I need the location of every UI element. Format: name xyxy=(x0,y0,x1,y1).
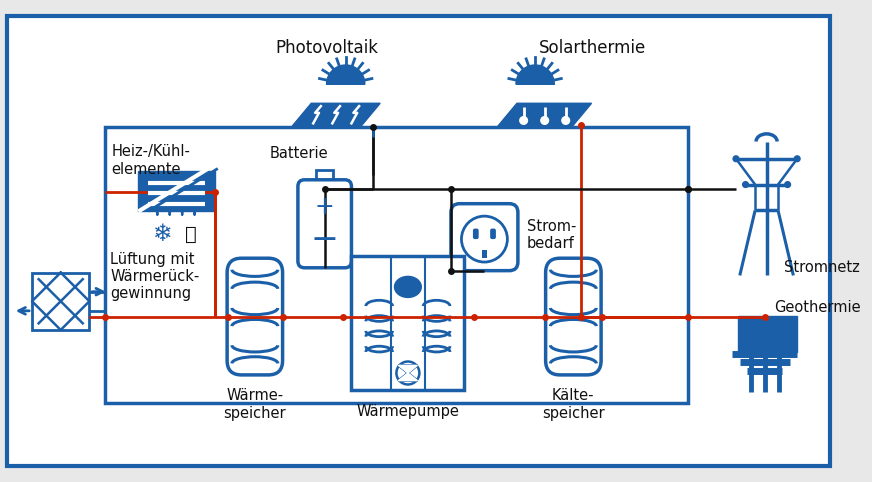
Text: 🔥: 🔥 xyxy=(185,225,197,244)
Polygon shape xyxy=(327,65,364,84)
Polygon shape xyxy=(399,365,418,373)
Bar xyxy=(351,256,464,390)
FancyBboxPatch shape xyxy=(490,228,496,239)
FancyBboxPatch shape xyxy=(298,180,351,268)
Circle shape xyxy=(461,216,508,262)
Polygon shape xyxy=(399,373,418,381)
Bar xyxy=(32,272,90,330)
Circle shape xyxy=(785,182,791,187)
Circle shape xyxy=(541,117,548,124)
Circle shape xyxy=(397,362,419,385)
Circle shape xyxy=(794,156,800,161)
FancyBboxPatch shape xyxy=(473,228,479,239)
Text: Strom-
bedarf: Strom- bedarf xyxy=(527,219,576,252)
Text: Heiz-/Kühl-
elemente: Heiz-/Kühl- elemente xyxy=(112,145,190,177)
Text: +: + xyxy=(315,195,335,218)
Text: Kälte-
speicher: Kälte- speicher xyxy=(542,388,604,421)
Text: Batterie: Batterie xyxy=(269,146,328,161)
Polygon shape xyxy=(498,103,591,126)
Text: Photovoltaik: Photovoltaik xyxy=(275,39,378,57)
Ellipse shape xyxy=(394,276,421,297)
Polygon shape xyxy=(399,365,418,373)
Bar xyxy=(316,170,333,180)
Polygon shape xyxy=(399,373,418,381)
Bar xyxy=(481,250,487,258)
Polygon shape xyxy=(292,103,380,126)
FancyBboxPatch shape xyxy=(451,204,518,271)
Text: Lüftung mit
Wärmerück-
gewinnung: Lüftung mit Wärmerück- gewinnung xyxy=(111,252,200,301)
Bar xyxy=(738,316,797,352)
Text: Wärmepumpe: Wärmepumpe xyxy=(357,403,460,418)
Text: −: − xyxy=(310,223,338,255)
Circle shape xyxy=(733,156,739,161)
Circle shape xyxy=(562,117,569,124)
Text: Stromnetz: Stromnetz xyxy=(784,260,860,275)
Text: Geothermie: Geothermie xyxy=(774,300,861,315)
FancyBboxPatch shape xyxy=(227,258,283,375)
Bar xyxy=(138,171,215,211)
Polygon shape xyxy=(516,65,555,84)
Circle shape xyxy=(743,182,748,187)
Polygon shape xyxy=(292,103,380,126)
Circle shape xyxy=(520,117,528,124)
Text: Solarthermie: Solarthermie xyxy=(539,39,646,57)
Text: ❄: ❄ xyxy=(153,222,173,246)
Text: Wärme-
speicher: Wärme- speicher xyxy=(223,388,286,421)
FancyBboxPatch shape xyxy=(546,258,601,375)
Bar xyxy=(105,127,688,402)
